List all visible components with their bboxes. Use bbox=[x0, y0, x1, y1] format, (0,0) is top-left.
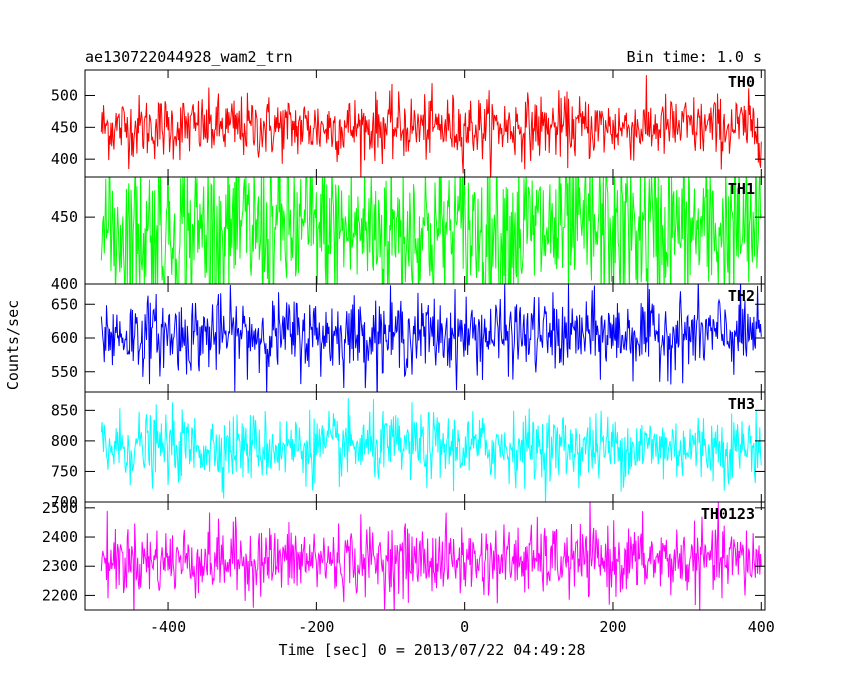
x-tick-label: 200 bbox=[599, 618, 626, 636]
panel-label-th0: TH0 bbox=[728, 73, 755, 91]
x-tick-label: -400 bbox=[150, 618, 186, 636]
series-line-th1 bbox=[100, 177, 762, 284]
panel-frame-th0123 bbox=[84, 501, 766, 611]
y-tick-label: 800 bbox=[51, 432, 78, 450]
y-tick-label: 450 bbox=[51, 118, 78, 136]
y-tick-label: 600 bbox=[51, 329, 78, 347]
series-line-th0123 bbox=[100, 502, 762, 610]
y-tick-label: 700 bbox=[51, 493, 78, 511]
series-line-th2 bbox=[100, 284, 762, 392]
chart-subtitle: Bin time: 1.0 s bbox=[627, 48, 762, 66]
panel-label-th1: TH1 bbox=[728, 180, 755, 198]
x-axis-label: Time [sec] 0 = 2013/07/22 04:49:28 bbox=[278, 641, 585, 659]
x-tick-label: -200 bbox=[298, 618, 334, 636]
chart-title: ae130722044928_wam2_trn bbox=[85, 48, 293, 66]
series-line-th3 bbox=[100, 398, 762, 502]
panel-label-th0123: TH0123 bbox=[701, 505, 755, 523]
panel-label-th3: TH3 bbox=[728, 395, 755, 413]
y-tick-label: 550 bbox=[51, 363, 78, 381]
y-tick-label: 850 bbox=[51, 401, 78, 419]
y-tick-label: 400 bbox=[51, 275, 78, 293]
y-tick-label: 400 bbox=[51, 150, 78, 168]
panels-group: 400 450 500 TH0 400 450 TH1 550 600 650 TH2 700 750 8… bbox=[42, 69, 775, 636]
y-tick-label: 2500 bbox=[42, 499, 78, 517]
x-tick-label: 400 bbox=[748, 618, 775, 636]
y-tick-label: 2400 bbox=[42, 528, 78, 546]
y-tick-label: 2300 bbox=[42, 557, 78, 575]
x-tick-label: 0 bbox=[460, 618, 469, 636]
panel-label-th2: TH2 bbox=[728, 287, 755, 305]
y-axis-label: Counts/sec bbox=[4, 300, 22, 390]
series-line-th0 bbox=[100, 75, 762, 177]
y-tick-label: 450 bbox=[51, 208, 78, 226]
y-tick-label: 500 bbox=[51, 86, 78, 104]
y-tick-label: 650 bbox=[51, 295, 78, 313]
y-tick-label: 2200 bbox=[42, 586, 78, 604]
y-tick-label: 750 bbox=[51, 462, 78, 480]
